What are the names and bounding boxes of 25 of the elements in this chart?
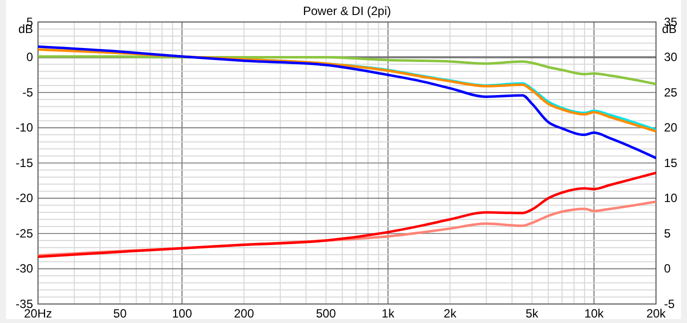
x-tick-label: 500 — [316, 306, 336, 321]
x-tick-label: 100 — [172, 306, 192, 321]
x-tick-label: 1k — [382, 306, 396, 321]
x-tick-label: 10k — [584, 306, 605, 321]
y2-tick-label: 0 — [664, 262, 671, 276]
y-tick-label: -20 — [16, 191, 34, 206]
y2-tick-label: -5 — [664, 296, 675, 311]
x-tick-label: 5k — [526, 306, 540, 321]
y2-tick-label: 5 — [664, 226, 671, 240]
y-tick-label: -10 — [16, 120, 34, 135]
chart-title: Power & DI (2pi) — [302, 4, 392, 18]
x-tick-label: 50 — [113, 306, 127, 321]
x-tick-label: 20k — [646, 306, 667, 321]
y-tick-label: -5 — [22, 85, 34, 100]
y2-tick-label: 25 — [664, 85, 678, 100]
y-tick-label: -30 — [16, 262, 34, 276]
y2-tick-label: 15 — [664, 156, 678, 170]
y-tick-label: 0 — [26, 50, 34, 64]
y-tick-label: -25 — [16, 226, 34, 240]
y2-tick-label: 10 — [664, 191, 678, 206]
y2-tick-label: 20 — [664, 120, 678, 135]
y-tick-label: -15 — [16, 156, 34, 170]
x-tick-label: 2k — [444, 306, 458, 321]
y2-tick-label: 30 — [664, 50, 678, 64]
x-tick-label: 200 — [234, 306, 254, 321]
